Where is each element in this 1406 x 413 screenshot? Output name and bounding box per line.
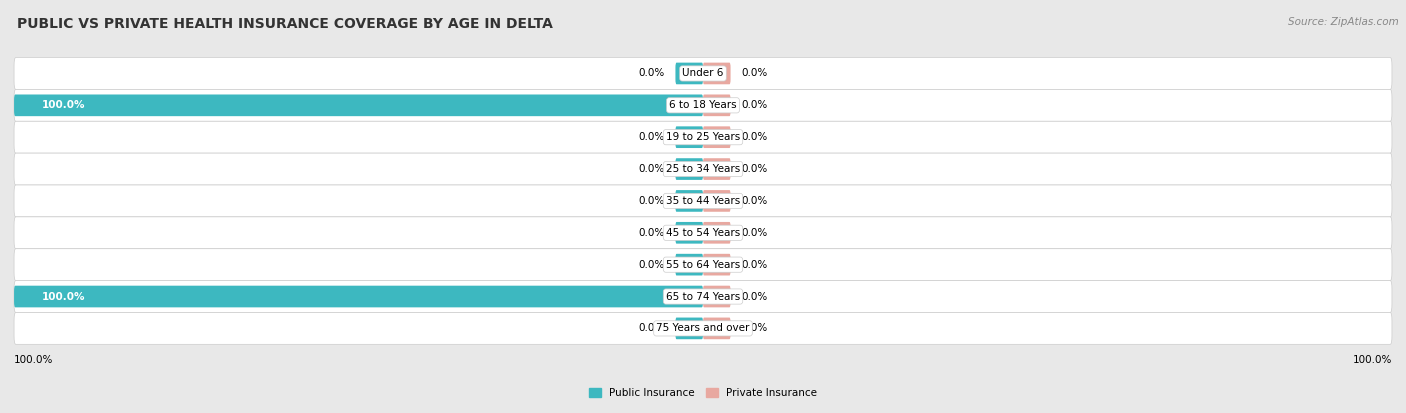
Text: 55 to 64 Years: 55 to 64 Years [666,260,740,270]
FancyBboxPatch shape [703,190,731,212]
Text: 0.0%: 0.0% [638,196,665,206]
Text: 0.0%: 0.0% [741,132,768,142]
FancyBboxPatch shape [14,185,1392,217]
FancyBboxPatch shape [675,254,703,275]
Text: 0.0%: 0.0% [638,260,665,270]
FancyBboxPatch shape [14,286,703,307]
Text: 6 to 18 Years: 6 to 18 Years [669,100,737,110]
FancyBboxPatch shape [14,95,703,116]
Text: 0.0%: 0.0% [741,164,768,174]
Text: 0.0%: 0.0% [741,228,768,238]
FancyBboxPatch shape [14,249,1392,280]
FancyBboxPatch shape [14,313,1392,344]
Legend: Public Insurance, Private Insurance: Public Insurance, Private Insurance [585,384,821,402]
FancyBboxPatch shape [703,254,731,275]
Text: 25 to 34 Years: 25 to 34 Years [666,164,740,174]
Text: 0.0%: 0.0% [638,228,665,238]
Text: 0.0%: 0.0% [741,260,768,270]
FancyBboxPatch shape [703,318,731,339]
Text: 0.0%: 0.0% [741,69,768,78]
FancyBboxPatch shape [703,158,731,180]
FancyBboxPatch shape [675,318,703,339]
Text: 0.0%: 0.0% [741,292,768,301]
Text: 0.0%: 0.0% [638,132,665,142]
FancyBboxPatch shape [675,222,703,244]
Text: 0.0%: 0.0% [741,196,768,206]
Text: Source: ZipAtlas.com: Source: ZipAtlas.com [1288,17,1399,26]
Text: 100.0%: 100.0% [42,100,86,110]
FancyBboxPatch shape [675,126,703,148]
Text: 0.0%: 0.0% [741,323,768,333]
Text: 100.0%: 100.0% [14,355,53,365]
FancyBboxPatch shape [14,89,1392,121]
FancyBboxPatch shape [675,63,703,84]
Text: 0.0%: 0.0% [741,100,768,110]
FancyBboxPatch shape [14,153,1392,185]
Text: Under 6: Under 6 [682,69,724,78]
FancyBboxPatch shape [675,190,703,212]
Text: 45 to 54 Years: 45 to 54 Years [666,228,740,238]
Text: 0.0%: 0.0% [638,69,665,78]
FancyBboxPatch shape [14,121,1392,153]
FancyBboxPatch shape [703,126,731,148]
FancyBboxPatch shape [703,286,731,307]
FancyBboxPatch shape [14,57,1392,89]
FancyBboxPatch shape [703,222,731,244]
Text: 0.0%: 0.0% [638,164,665,174]
Text: 35 to 44 Years: 35 to 44 Years [666,196,740,206]
FancyBboxPatch shape [703,95,731,116]
FancyBboxPatch shape [14,217,1392,249]
FancyBboxPatch shape [703,63,731,84]
Text: PUBLIC VS PRIVATE HEALTH INSURANCE COVERAGE BY AGE IN DELTA: PUBLIC VS PRIVATE HEALTH INSURANCE COVER… [17,17,553,31]
Text: 65 to 74 Years: 65 to 74 Years [666,292,740,301]
Text: 0.0%: 0.0% [638,323,665,333]
Text: 19 to 25 Years: 19 to 25 Years [666,132,740,142]
FancyBboxPatch shape [14,280,1392,313]
Text: 100.0%: 100.0% [42,292,86,301]
FancyBboxPatch shape [675,158,703,180]
Text: 75 Years and over: 75 Years and over [657,323,749,333]
Text: 100.0%: 100.0% [1353,355,1392,365]
